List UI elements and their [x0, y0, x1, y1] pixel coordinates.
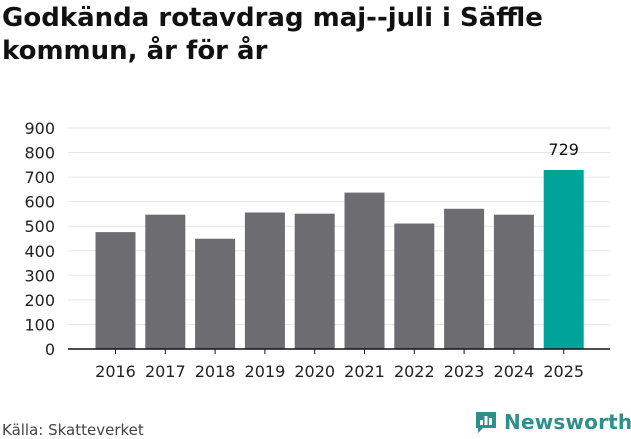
y-tick-label: 900 [24, 119, 55, 138]
bar-2021 [345, 193, 385, 349]
bar-2023 [444, 209, 484, 349]
bars [96, 170, 584, 349]
source-note: Källa: Skatteverket [2, 421, 144, 439]
x-tick-label: 2020 [294, 362, 335, 381]
x-tick-label: 2017 [145, 362, 186, 381]
bar-chart-speech-bubble-icon [474, 410, 498, 434]
bar-2016 [96, 232, 136, 349]
y-tick-label: 100 [24, 315, 55, 334]
x-tick-label: 2022 [394, 362, 435, 381]
x-tick-label: 2019 [245, 362, 286, 381]
y-tick-label: 400 [24, 242, 55, 261]
bar-2024 [494, 215, 534, 349]
bar-2022 [394, 224, 434, 349]
axes [68, 349, 610, 354]
y-tick-label: 600 [24, 193, 55, 212]
bar-2017 [145, 215, 185, 349]
bar-2019 [245, 212, 285, 349]
y-tick-label: 700 [24, 168, 55, 187]
brand-logo: Newsworthy [474, 408, 631, 436]
bar-2018 [195, 239, 235, 349]
x-tick-label: 2018 [195, 362, 236, 381]
x-tick-label: 2025 [543, 362, 584, 381]
bar-2020 [295, 214, 335, 349]
y-tick-label: 500 [24, 217, 55, 236]
y-tick-label: 200 [24, 291, 55, 310]
data-label-2025: 729 [548, 140, 579, 159]
y-tick-label: 800 [24, 144, 55, 163]
x-tick-label: 2023 [444, 362, 485, 381]
y-tick-label: 0 [45, 340, 55, 359]
x-tick-label: 2021 [344, 362, 385, 381]
x-tick-label: 2016 [95, 362, 136, 381]
bar-2025 [544, 170, 584, 349]
x-tick-label: 2024 [494, 362, 535, 381]
y-tick-label: 300 [24, 266, 55, 285]
brand-name: Newsworthy [504, 410, 631, 434]
